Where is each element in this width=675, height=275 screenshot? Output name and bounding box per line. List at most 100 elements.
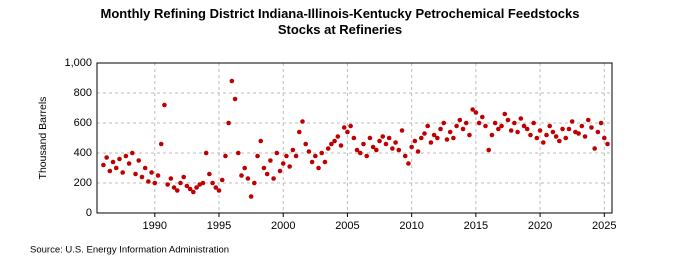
data-point: [585, 117, 591, 123]
data-point: [271, 176, 276, 181]
data-point: [605, 141, 610, 147]
data-point: [345, 129, 350, 135]
data-point: [521, 123, 527, 129]
data-point: [374, 147, 379, 153]
data-point: [380, 134, 386, 139]
data-point: [149, 170, 154, 175]
data-point: [171, 185, 177, 190]
data-point: [364, 153, 370, 159]
data-point: [248, 194, 254, 199]
data-point: [515, 129, 520, 135]
data-point: [524, 126, 530, 132]
data-point: [181, 174, 186, 180]
y-tick-label: 600: [74, 117, 92, 129]
x-tick-label: 2025: [592, 220, 616, 232]
data-point: [505, 117, 511, 123]
data-point: [120, 170, 125, 175]
data-point: [184, 183, 190, 189]
data-point: [293, 153, 299, 159]
data-point: [560, 126, 565, 132]
x-tick-label: 2020: [528, 220, 552, 232]
data-point: [467, 132, 472, 138]
data-point: [117, 156, 122, 162]
data-point: [425, 123, 431, 129]
data-point: [290, 147, 296, 153]
data-point: [287, 164, 292, 169]
x-tick-label: 1990: [143, 220, 167, 232]
data-point: [232, 96, 238, 102]
data-point: [284, 153, 289, 159]
data-point: [409, 144, 414, 150]
y-tick-label: 800: [74, 87, 92, 99]
data-point: [370, 144, 376, 150]
data-point: [441, 120, 447, 126]
data-point: [396, 147, 402, 153]
y-tick-label: 1,000: [64, 57, 92, 69]
y-tick-label: 0: [86, 207, 92, 219]
data-point: [486, 147, 492, 153]
data-point: [113, 165, 119, 171]
data-point: [338, 143, 344, 148]
data-point: [528, 132, 533, 138]
data-point: [518, 116, 524, 121]
data-point: [428, 140, 434, 145]
data-point: [200, 180, 206, 186]
data-point: [130, 150, 135, 156]
data-point: [595, 129, 601, 135]
data-point: [142, 165, 148, 171]
data-point: [165, 182, 170, 187]
data-point: [322, 159, 328, 165]
data-point: [473, 110, 479, 115]
data-point: [569, 119, 575, 124]
data-point: [351, 135, 357, 141]
data-point: [598, 120, 604, 126]
data-point: [280, 161, 286, 166]
data-point: [544, 132, 549, 138]
data-point: [146, 179, 151, 184]
data-point: [274, 150, 280, 156]
data-point: [502, 111, 508, 117]
data-point: [550, 129, 556, 135]
data-point: [300, 119, 305, 124]
data-point: [107, 168, 113, 174]
data-point: [104, 155, 109, 160]
data-point: [296, 129, 302, 135]
data-point: [341, 125, 347, 130]
data-point: [483, 123, 488, 129]
data-point: [255, 153, 260, 159]
data-point: [438, 126, 443, 132]
data-point: [158, 141, 164, 147]
data-point: [168, 176, 174, 181]
data-point: [264, 171, 270, 177]
y-tick-label: 400: [74, 147, 92, 159]
data-point: [357, 150, 363, 156]
data-point: [313, 153, 318, 159]
data-point: [415, 149, 421, 154]
x-tick-label: 2015: [464, 220, 488, 232]
data-point: [499, 123, 504, 129]
data-point: [361, 141, 366, 147]
data-point: [576, 131, 581, 136]
data-point: [508, 128, 514, 133]
data-point: [223, 153, 228, 159]
data-point: [316, 165, 321, 171]
data-point: [261, 165, 267, 171]
data-point: [383, 141, 389, 147]
data-point: [479, 114, 485, 120]
data-point: [332, 138, 337, 144]
data-point: [418, 135, 424, 141]
data-point: [126, 161, 132, 166]
data-point: [216, 188, 222, 193]
data-point: [563, 135, 569, 141]
data-point: [329, 141, 334, 147]
data-point: [245, 176, 251, 181]
data-point: [178, 180, 183, 186]
data-point: [191, 189, 196, 195]
data-point: [422, 131, 427, 136]
data-point: [431, 132, 437, 138]
data-point: [239, 173, 244, 178]
data-point: [412, 138, 418, 144]
data-point: [534, 135, 540, 141]
data-point: [155, 173, 161, 178]
